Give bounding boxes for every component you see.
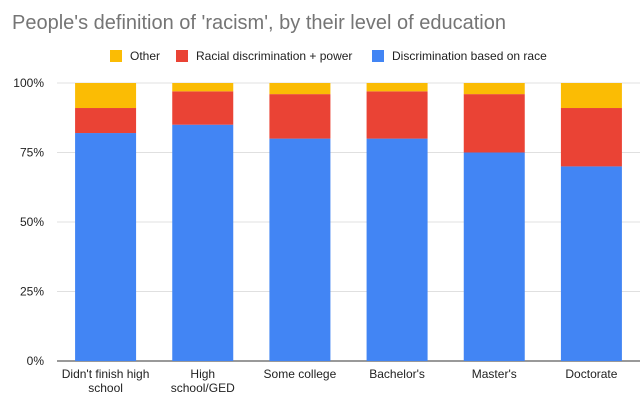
y-axis-ticks: 0% 25% 50% 75% 100% bbox=[13, 76, 44, 368]
chart-title: People's definition of 'racism', by thei… bbox=[12, 12, 506, 34]
bar-segment-racial-discrimination-power bbox=[172, 91, 234, 125]
y-tick-label: 25% bbox=[20, 285, 44, 299]
x-tick-label-line: Some college bbox=[264, 367, 337, 381]
x-tick-label-line: High bbox=[190, 367, 215, 381]
bar-segment-racial-discrimination-power bbox=[463, 94, 525, 153]
x-tick-label-line: Bachelor's bbox=[369, 367, 425, 381]
bars bbox=[75, 83, 622, 361]
legend: Other Racial discrimination + power Discri… bbox=[110, 49, 547, 63]
x-tick-label-line: school/GED bbox=[171, 381, 235, 395]
bar-segment-other bbox=[463, 83, 525, 95]
gridlines bbox=[57, 82, 640, 362]
bar-segment-racial-discrimination-power bbox=[75, 108, 137, 134]
y-tick-label: 0% bbox=[27, 354, 45, 368]
x-tick-label-line: school bbox=[88, 381, 123, 395]
y-tick-label: 100% bbox=[13, 76, 44, 90]
x-axis-categories: Didn't finish high school High school/GED So… bbox=[62, 367, 618, 395]
x-tick-label: Bachelor's bbox=[369, 367, 425, 381]
legend-label: Other bbox=[130, 49, 160, 63]
bar-segment-other bbox=[269, 83, 331, 95]
y-tick-label: 75% bbox=[20, 146, 44, 160]
bar-segment-other bbox=[172, 83, 234, 92]
bar-segment-other bbox=[560, 83, 622, 109]
x-tick-label-line: Doctorate bbox=[565, 367, 617, 381]
x-tick-label-line: Didn't finish high bbox=[62, 367, 150, 381]
legend-swatch bbox=[110, 50, 122, 62]
y-tick-label: 50% bbox=[20, 215, 44, 229]
bar-segment-other bbox=[75, 83, 137, 109]
legend-label: Discrimination based on race bbox=[392, 49, 547, 63]
legend-label: Racial discrimination + power bbox=[196, 49, 352, 63]
legend-swatch bbox=[176, 50, 188, 62]
bar-segment-racial-discrimination-power bbox=[269, 94, 331, 139]
bar-segment-discrimination-based-on-race bbox=[560, 166, 622, 361]
bar-segment-other bbox=[366, 83, 428, 92]
bar-segment-racial-discrimination-power bbox=[366, 91, 428, 139]
x-tick-label: High school/GED bbox=[171, 367, 235, 395]
bar-segment-discrimination-based-on-race bbox=[172, 124, 234, 361]
bar-segment-racial-discrimination-power bbox=[560, 108, 622, 167]
bar-segment-discrimination-based-on-race bbox=[75, 133, 137, 361]
x-tick-label-line: Master's bbox=[472, 367, 517, 381]
bar-segment-discrimination-based-on-race bbox=[269, 138, 331, 361]
x-tick-label: Some college bbox=[264, 367, 337, 381]
x-tick-label: Master's bbox=[472, 367, 517, 381]
bar-segment-discrimination-based-on-race bbox=[463, 152, 525, 361]
legend-swatch bbox=[372, 50, 384, 62]
x-tick-label: Didn't finish high school bbox=[62, 367, 150, 395]
x-tick-label: Doctorate bbox=[565, 367, 617, 381]
bar-segment-discrimination-based-on-race bbox=[366, 138, 428, 361]
